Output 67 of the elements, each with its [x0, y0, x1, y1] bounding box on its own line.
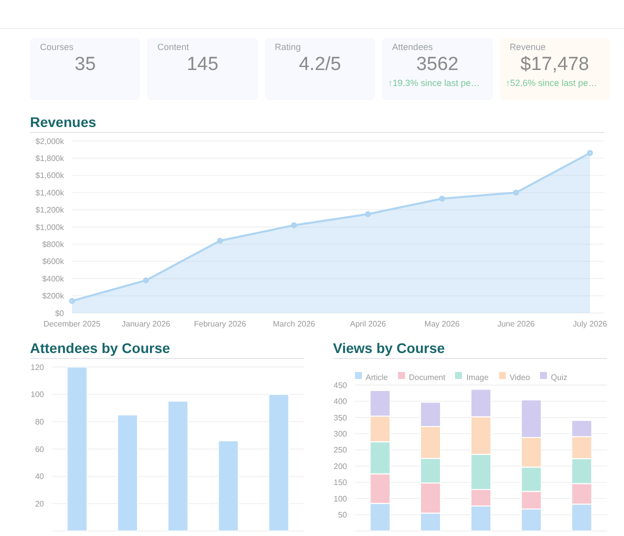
- point: [69, 298, 75, 304]
- y-tick-label: 80: [35, 418, 45, 427]
- chart-title: Views by Course: [333, 340, 607, 359]
- y-tick-label: 120: [30, 362, 45, 372]
- point: [513, 190, 519, 196]
- legend-label: Video: [510, 373, 530, 382]
- text: ↑52.6% since last pe…: [506, 78, 598, 88]
- x-tick-label: March 2026: [272, 320, 316, 329]
- bar: [268, 394, 290, 531]
- y-tick-label: 200: [334, 462, 348, 471]
- category-label: Courses: [40, 42, 75, 52]
- y-tick-label: $1,600k: [36, 171, 65, 180]
- y-tick-label: $1,000k: [36, 222, 65, 232]
- category-label: Content: [157, 42, 190, 52]
- y-tick-label: $0: [55, 308, 65, 318]
- y-tick-label: 450: [334, 380, 348, 390]
- bar: [117, 414, 138, 531]
- chart-title: Attendees by Course: [30, 340, 304, 359]
- point: [291, 222, 297, 228]
- point: [365, 211, 371, 218]
- point: [439, 196, 445, 202]
- point: [217, 238, 223, 244]
- y-tick-label: $800k: [42, 240, 65, 250]
- y-tick-label: 350: [334, 413, 348, 422]
- text: $17,478: [520, 54, 590, 75]
- y-tick-label: 60: [35, 444, 45, 454]
- legend-label: Document: [408, 373, 446, 382]
- text: 145: [186, 54, 218, 75]
- y-tick-label: $1,800k: [36, 154, 65, 164]
- y-tick-label: 100: [334, 494, 348, 504]
- chart-title: Revenues: [30, 114, 604, 133]
- bar: [66, 367, 88, 531]
- point: [143, 277, 149, 284]
- y-tick-label: 40: [35, 472, 45, 482]
- bar: [218, 440, 239, 531]
- y-tick-label: $2,000k: [36, 136, 65, 146]
- y-tick-label: $400k: [42, 274, 65, 284]
- legend-label: Quiz: [550, 373, 568, 382]
- text: 4.2/5: [298, 54, 342, 75]
- category-label: Revenue: [510, 42, 547, 52]
- y-tick-label: 400: [334, 397, 348, 406]
- y-tick-label: 250: [334, 446, 348, 455]
- y-tick-label: 100: [30, 390, 45, 400]
- category-label: Rating: [274, 42, 302, 52]
- y-tick-label: 50: [338, 510, 348, 520]
- point: [587, 150, 593, 156]
- x-tick-label: January 2026: [122, 320, 171, 329]
- x-tick-label: July 2026: [572, 320, 608, 329]
- y-tick-label: $200k: [42, 292, 65, 301]
- text: ↑19.3% since last pe…: [388, 78, 480, 88]
- x-tick-label: December 2025: [44, 320, 102, 329]
- x-tick-label: June 2026: [497, 320, 536, 329]
- y-tick-label: $600k: [42, 257, 65, 266]
- text: 3562: [416, 54, 458, 75]
- y-tick-label: 300: [334, 430, 348, 439]
- x-tick-label: May 2026: [424, 320, 460, 329]
- y-tick-label: $1,200k: [36, 206, 65, 215]
- text: 35: [74, 54, 96, 75]
- y-tick-label: $1,400k: [36, 188, 65, 198]
- x-tick-label: February 2026: [194, 320, 247, 329]
- category-label: Attendees: [392, 42, 434, 52]
- legend-label: Article: [366, 373, 388, 382]
- x-tick-label: April 2026: [350, 320, 387, 329]
- bar: [167, 400, 188, 531]
- y-tick-label: 150: [334, 478, 348, 488]
- legend-label: Image: [466, 373, 489, 382]
- y-tick-label: 20: [35, 500, 45, 509]
